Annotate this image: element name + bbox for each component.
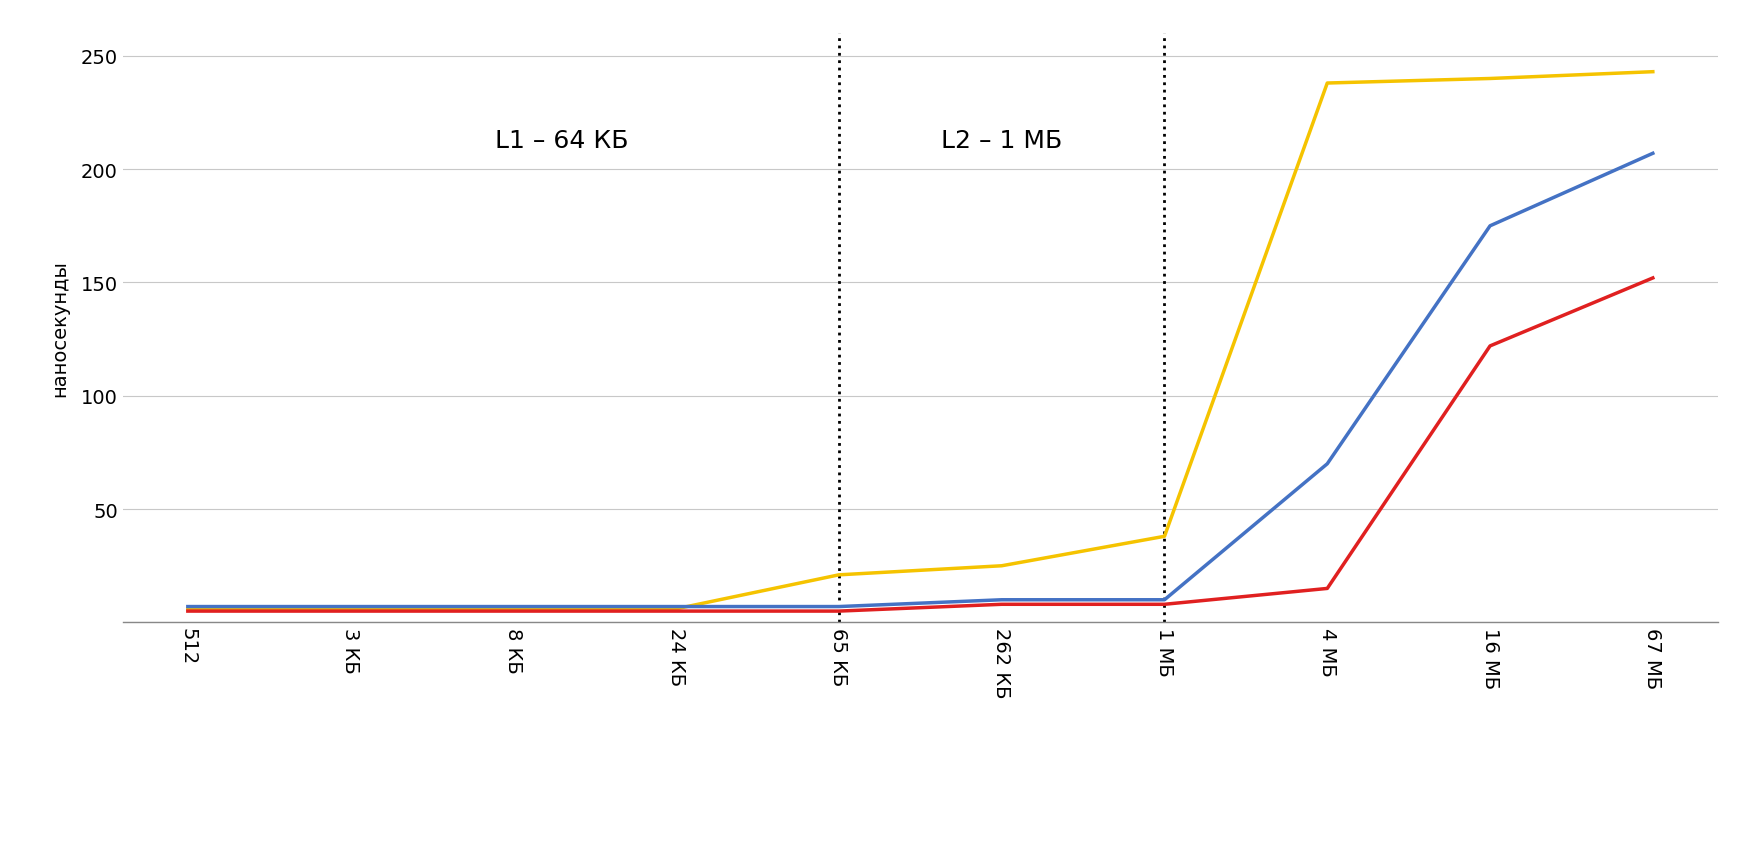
- Y-axis label: наносекунды: наносекунды: [51, 260, 70, 397]
- Text: L1 – 64 КБ: L1 – 64 КБ: [496, 129, 629, 153]
- Text: L2 – 1 МБ: L2 – 1 МБ: [941, 129, 1062, 153]
